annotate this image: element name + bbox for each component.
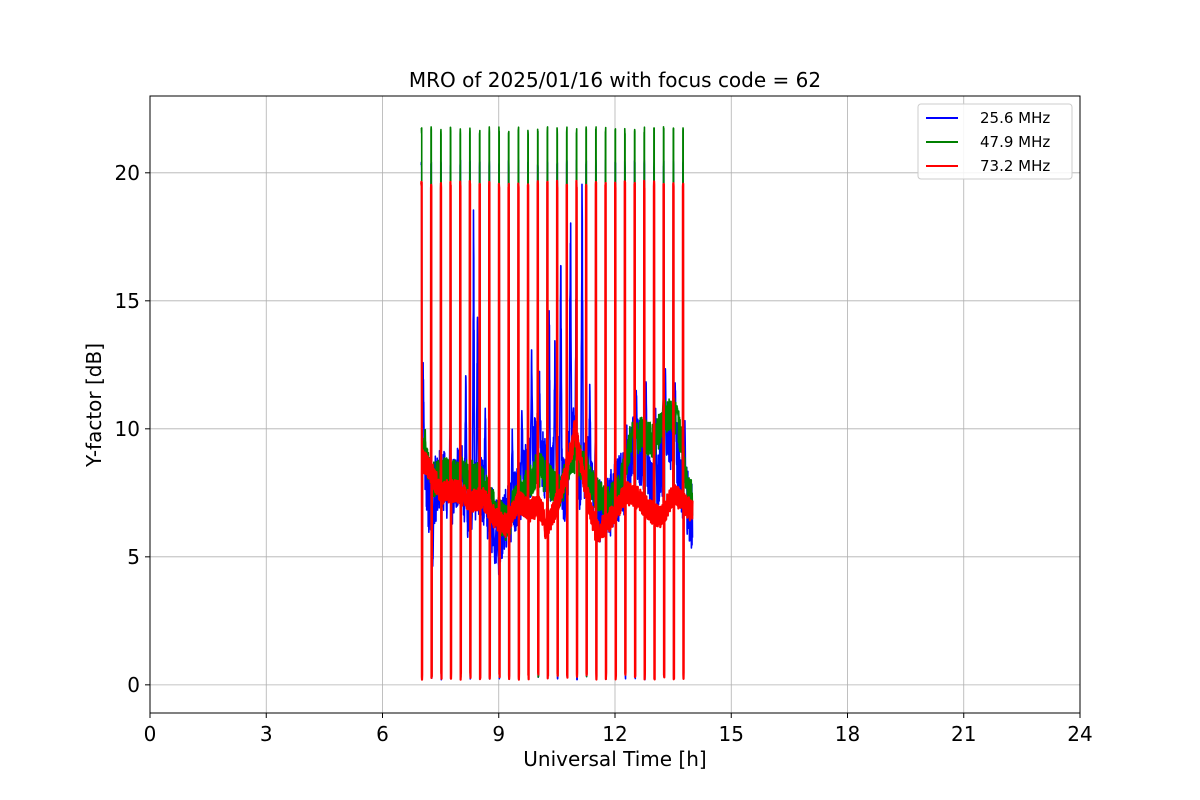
x-tick-label: 24 [1067,722,1092,746]
legend-label: 47.9 MHz [980,133,1050,151]
series-layer [420,126,694,681]
y-tick-label: 15 [115,289,140,313]
legend-box [917,103,1073,180]
y-tick-label: 5 [127,545,140,569]
legend-label: 25.6 MHz [980,109,1050,127]
x-tick-label: 6 [376,722,389,746]
y-axis: 0 5 10 15 20 [115,161,150,697]
x-tick-label: 21 [951,722,976,746]
y-axis-label: Y-factor [dB] [82,343,106,468]
x-tick-label: 9 [492,722,505,746]
x-tick-label: 3 [260,722,273,746]
x-axis-label: Universal Time [h] [523,747,706,771]
series-line-73-2-mhz [420,179,694,681]
x-tick-label: 18 [835,722,860,746]
plot-area [420,126,694,681]
x-tick-label: 15 [719,722,744,746]
x-axis: 0 3 6 9 12 15 18 21 24 [144,713,1093,746]
y-tick-label: 20 [115,161,140,185]
chart-title: MRO of 2025/01/16 with focus code = 62 [409,68,821,92]
y-tick-label: 0 [127,673,140,697]
y-tick-label: 10 [115,417,140,441]
legend: 25.6 MHz 47.9 MHz 73.2 MHz [917,103,1073,180]
x-tick-label: 12 [602,722,627,746]
x-tick-label: 0 [144,722,157,746]
legend-label: 73.2 MHz [980,157,1050,175]
